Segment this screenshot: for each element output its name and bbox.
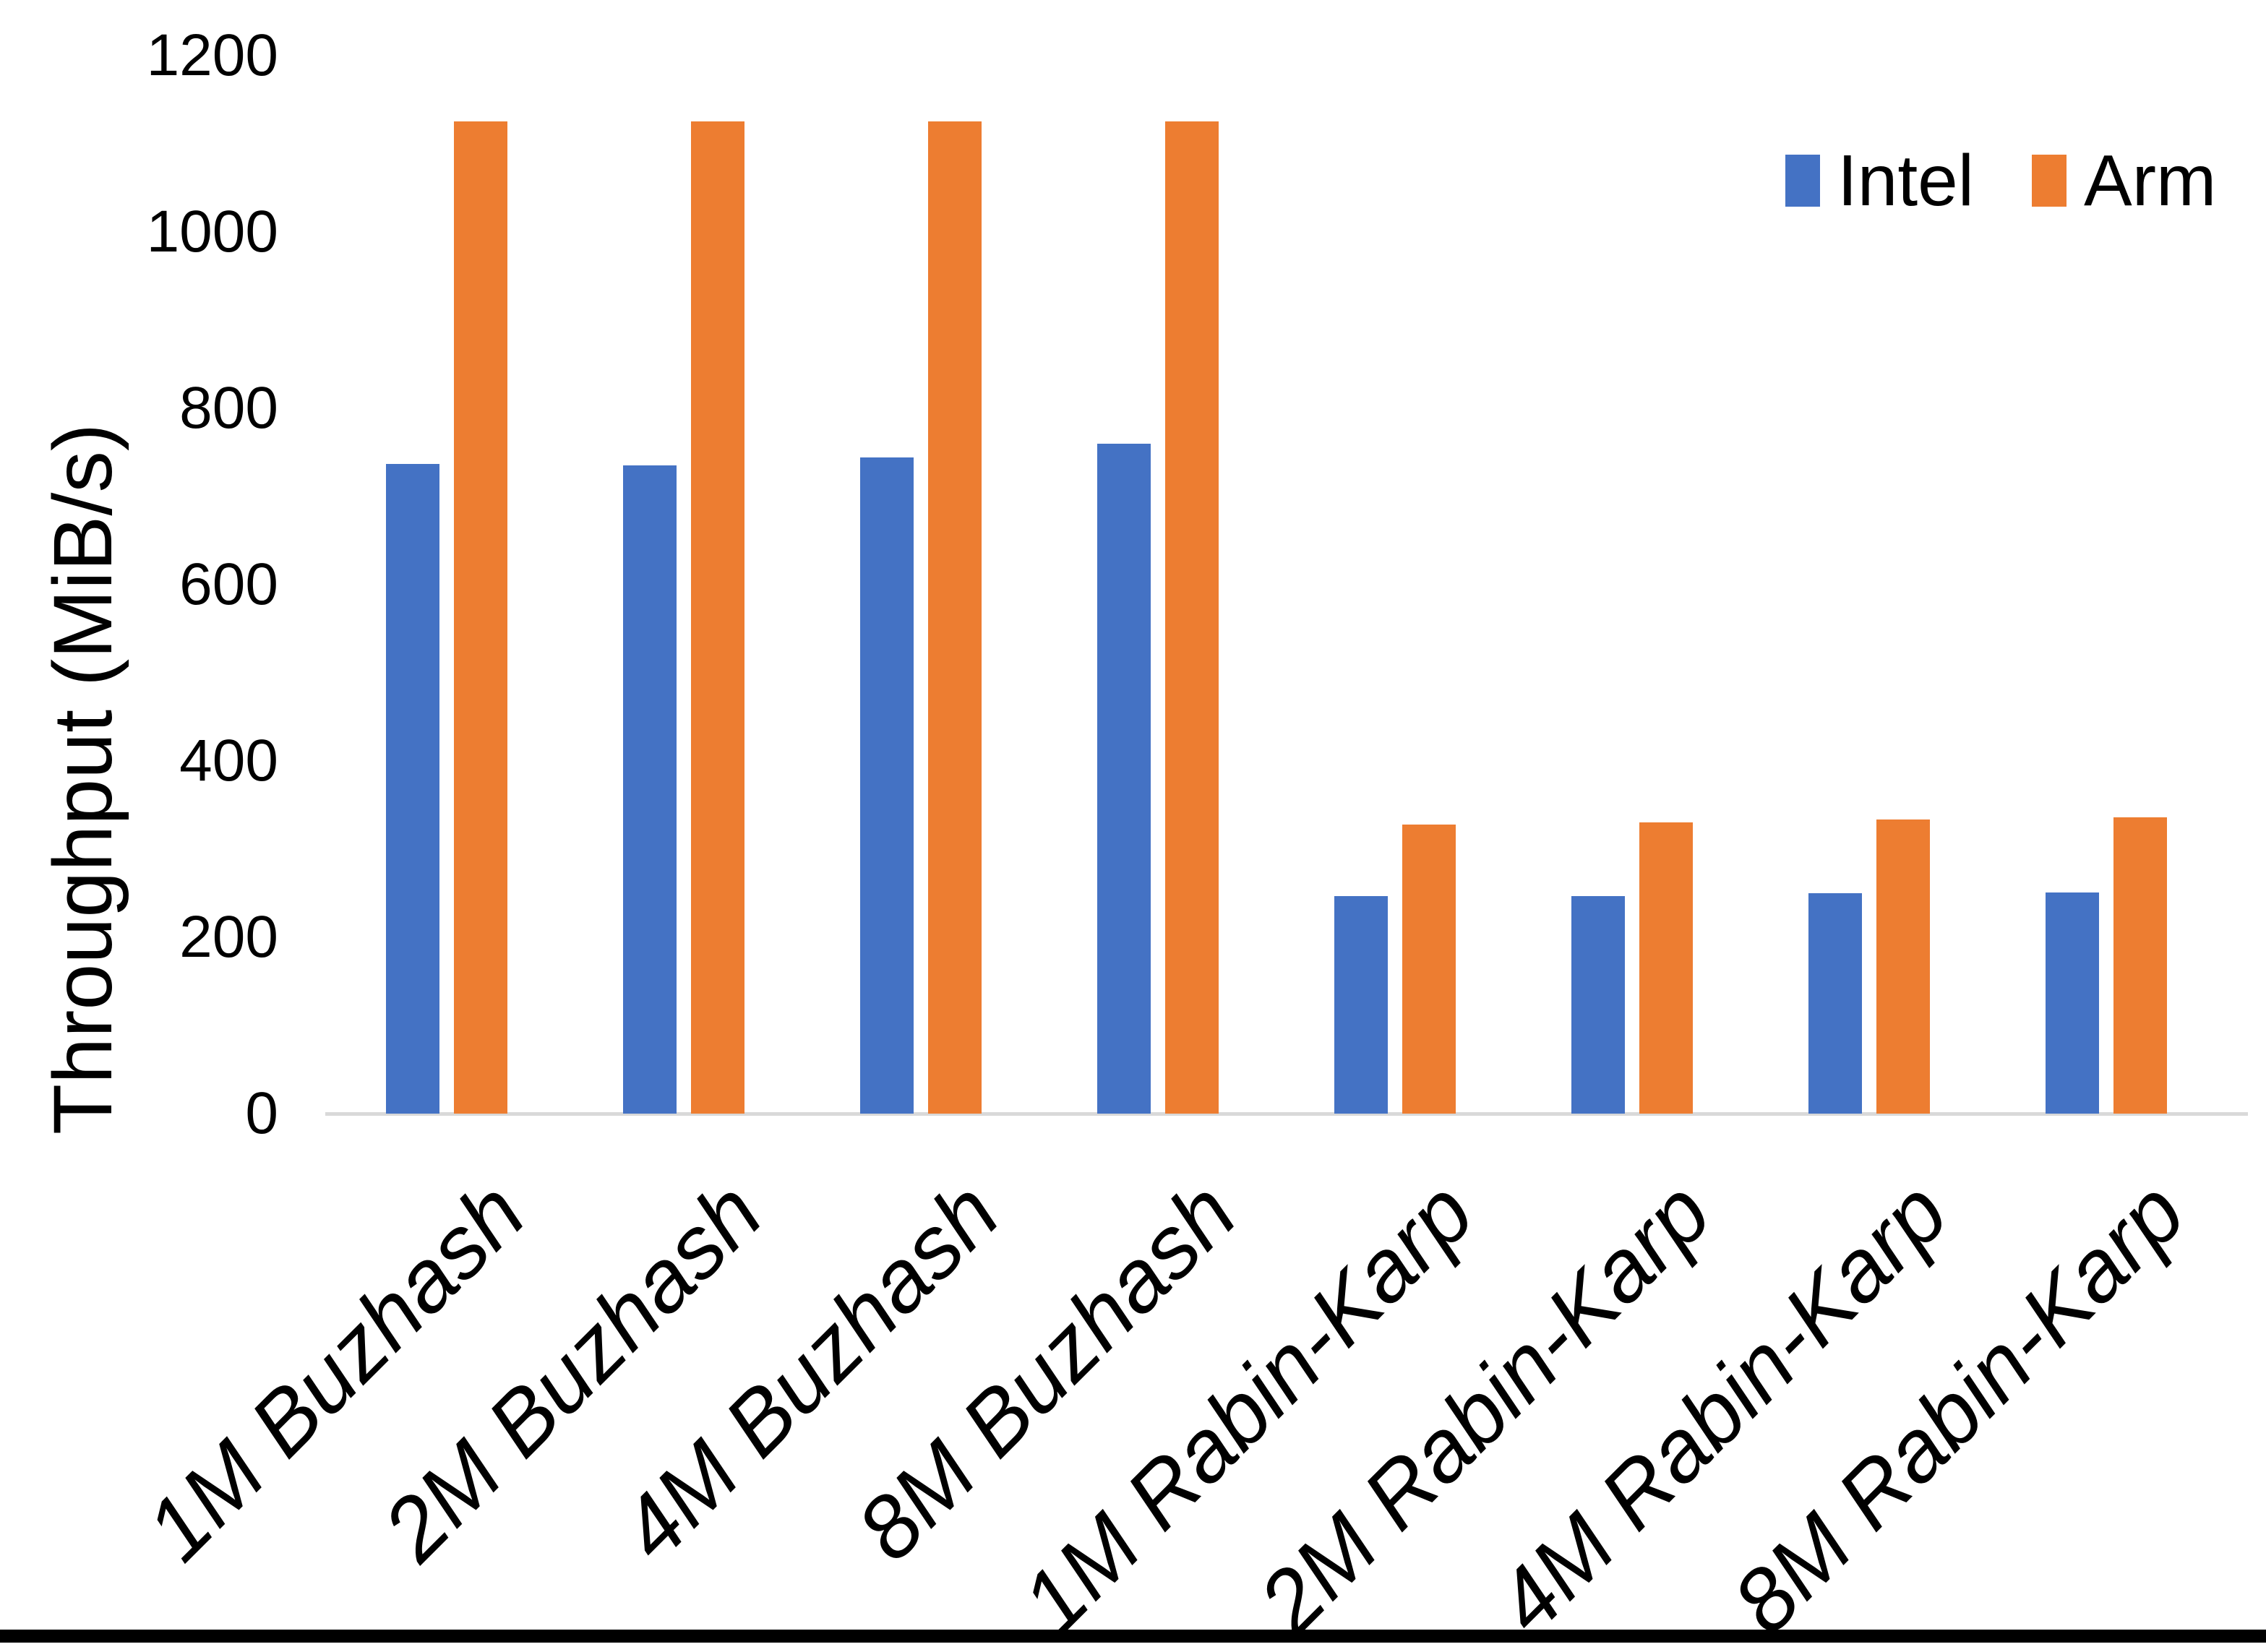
bar-intel-8m-rabin-karp [2046, 892, 2099, 1114]
y-tick-label-200: 200 [179, 904, 278, 970]
x-axis-line [325, 1112, 2248, 1116]
bar-intel-8m-buzhash [1097, 444, 1151, 1114]
y-tick-label-1000: 1000 [146, 199, 278, 264]
y-tick-label-800: 800 [179, 375, 278, 441]
legend-item-intel: Intel [1785, 145, 1974, 217]
legend-label-intel: Intel [1837, 140, 1975, 221]
bottom-border-bar [0, 1630, 2266, 1643]
bar-arm-1m-buzhash [454, 121, 507, 1114]
y-tick-label-600: 600 [179, 551, 278, 617]
legend-item-arm: Arm [2032, 145, 2216, 217]
legend: Intel Arm [1785, 145, 2216, 217]
y-tick-label-400: 400 [179, 728, 278, 793]
bar-arm-4m-rabin-karp [1876, 819, 1930, 1114]
bar-arm-8m-rabin-karp [2113, 817, 2167, 1114]
bar-arm-1m-rabin-karp [1402, 825, 1456, 1114]
bar-intel-4m-rabin-karp [1808, 893, 1862, 1114]
bar-arm-2m-buzhash [691, 121, 744, 1114]
bar-intel-4m-buzhash [860, 457, 914, 1114]
bar-intel-2m-rabin-karp [1571, 896, 1625, 1114]
bar-intel-2m-buzhash [623, 465, 677, 1114]
y-tick-label-1200: 1200 [146, 22, 278, 88]
bar-intel-1m-buzhash [386, 464, 439, 1114]
bar-arm-4m-buzhash [928, 121, 982, 1114]
bar-arm-8m-buzhash [1165, 121, 1219, 1114]
y-tick-label-0: 0 [245, 1080, 278, 1146]
bar-intel-1m-rabin-karp [1334, 896, 1388, 1114]
legend-marker-arm [2032, 155, 2067, 207]
legend-marker-intel [1785, 155, 1820, 207]
legend-label-arm: Arm [2084, 140, 2217, 221]
bar-arm-2m-rabin-karp [1639, 822, 1693, 1114]
